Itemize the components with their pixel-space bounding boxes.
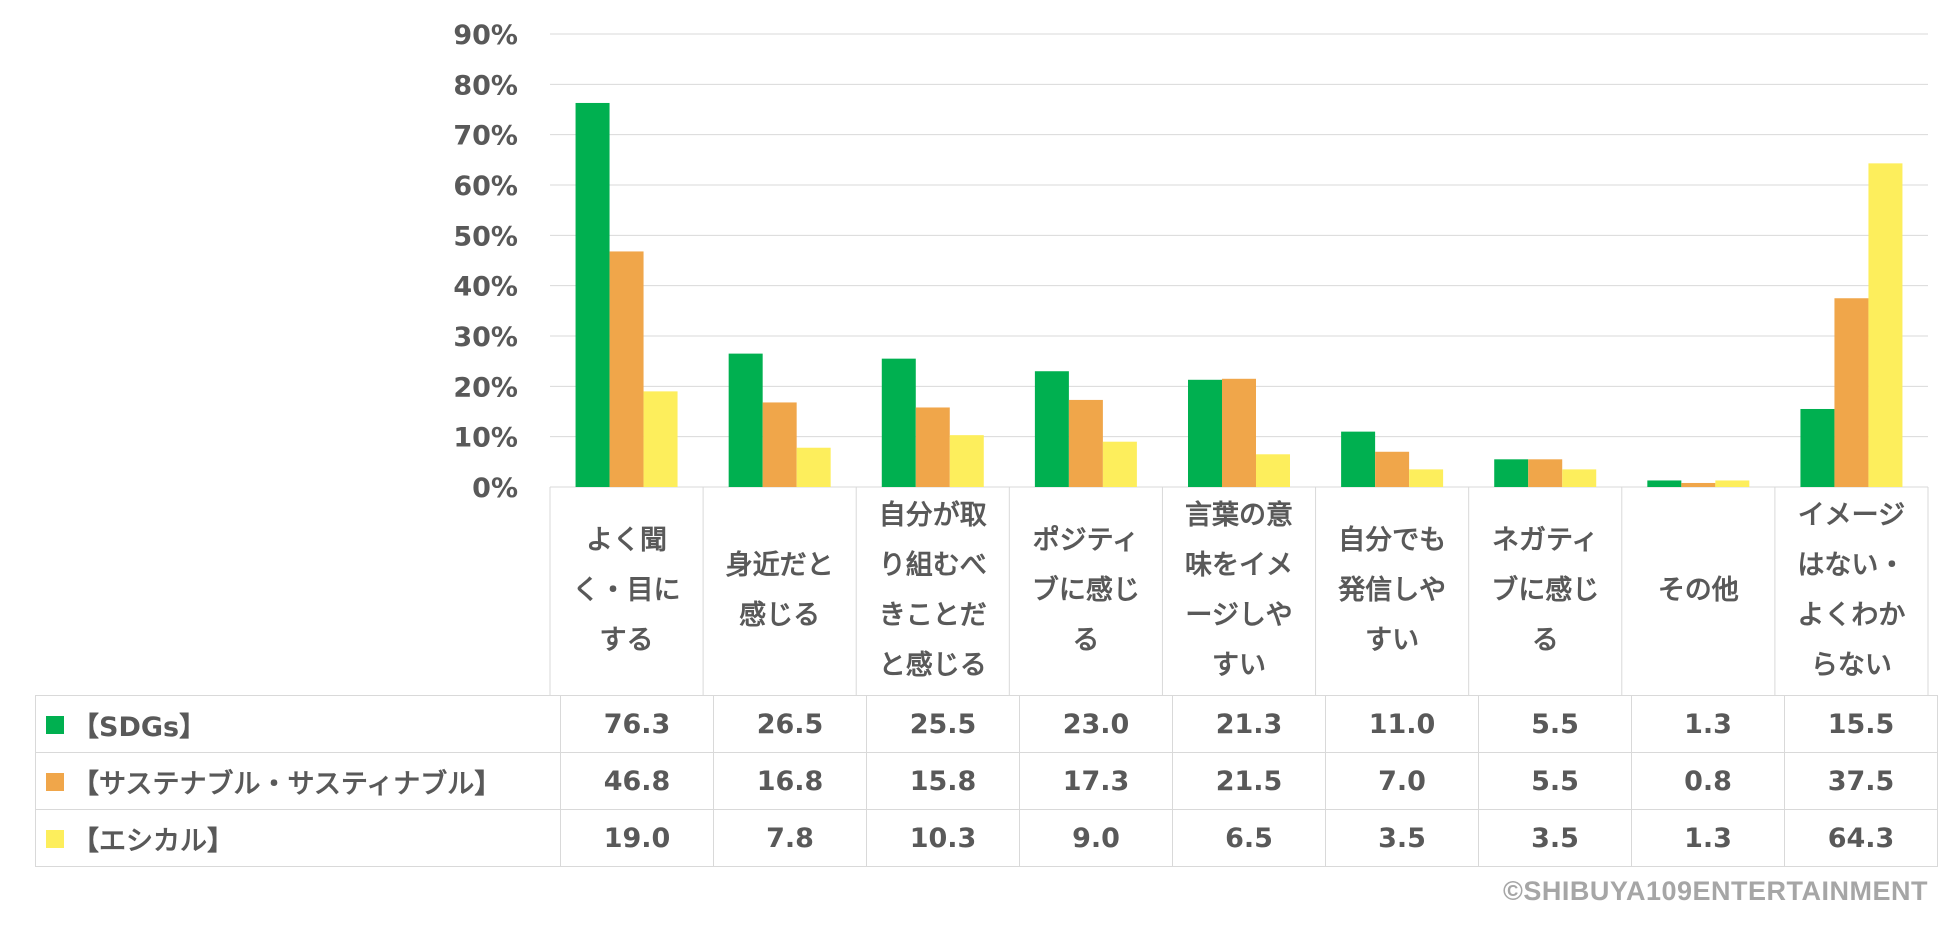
series-name: 【エシカル】 xyxy=(72,825,234,857)
table-row: 【エシカル】 19.0 7.8 10.3 9.0 6.5 3.5 3.5 1.3 64.3 xyxy=(35,809,1938,867)
table-cell: 9.0 xyxy=(1019,809,1173,867)
table-cell: 26.5 xyxy=(713,695,867,753)
table-cell: 0.8 xyxy=(1631,752,1785,810)
table-cell: 5.5 xyxy=(1478,752,1632,810)
bar-1-8 xyxy=(1647,480,1682,487)
category-label: 言葉の意味をイメージしやすい xyxy=(1184,500,1293,681)
bar-3-8 xyxy=(1715,480,1750,487)
bar-2-3 xyxy=(915,407,950,487)
table-cell: 76.3 xyxy=(560,695,714,753)
table-cell: 3.5 xyxy=(1325,809,1479,867)
bar-2-7 xyxy=(1528,459,1563,487)
category-label: イメージはない・よくわからない xyxy=(1797,500,1906,681)
table-cell: 46.8 xyxy=(560,752,714,810)
table-cell: 1.3 xyxy=(1631,695,1785,753)
category-label: 自分が取り組むべきことだと感じる xyxy=(878,500,987,681)
y-axis-ticks: 0% 10% 20% 30% 40% 50% 60% 70% 80% 90% xyxy=(453,20,518,504)
legend-entry: 【エシカル】 xyxy=(35,809,561,867)
bar-2-4 xyxy=(1068,399,1103,487)
bar-1-7 xyxy=(1494,459,1529,487)
bar-2-6 xyxy=(1375,451,1410,487)
bars xyxy=(575,102,1903,487)
table-cell: 37.5 xyxy=(1784,752,1938,810)
bar-1-6 xyxy=(1341,431,1376,487)
table-cell: 23.0 xyxy=(1019,695,1173,753)
series-name: 【SDGs】 xyxy=(72,711,207,743)
y-tick-label: 90% xyxy=(453,20,518,51)
bar-2-2 xyxy=(762,402,797,487)
category-label: 身近だと感じる xyxy=(725,550,834,631)
y-tick-label: 50% xyxy=(453,221,518,252)
legend-swatch xyxy=(46,829,64,848)
bar-3-4 xyxy=(1102,441,1137,487)
bar-2-9 xyxy=(1834,298,1869,487)
data-table: 【SDGs】 76.3 26.5 25.5 23.0 21.3 11.0 5.5 1.3 15.5… xyxy=(35,695,1938,867)
table-cell: 25.5 xyxy=(866,695,1020,753)
y-tick-label: 30% xyxy=(453,322,518,353)
table-cell: 21.3 xyxy=(1172,695,1326,753)
category-label: ポジティブに感じる xyxy=(1031,525,1140,656)
y-tick-label: 70% xyxy=(453,121,518,152)
y-tick-label: 40% xyxy=(453,272,518,303)
table-cell: 16.8 xyxy=(713,752,867,810)
y-tick-label: 60% xyxy=(453,171,518,202)
table-cell: 19.0 xyxy=(560,809,714,867)
table-cell: 17.3 xyxy=(1019,752,1173,810)
bar-3-9 xyxy=(1868,163,1903,487)
table-cell: 7.8 xyxy=(713,809,867,867)
copyright-credit: ©SHIBUYA109ENTERTAINMENT xyxy=(1503,876,1928,906)
bar-2-5 xyxy=(1222,378,1256,487)
category-dividers xyxy=(549,487,1929,695)
table-cell: 7.0 xyxy=(1325,752,1479,810)
y-tick-label: 0% xyxy=(472,473,518,504)
category-labels: よく聞く・目にする 身近だと感じる 自分が取り組むべきことだと感じる ポジティブに感じ… xyxy=(550,487,1928,695)
legend-swatch xyxy=(46,715,64,734)
bar-3-1 xyxy=(643,391,678,487)
table-cell: 10.3 xyxy=(866,809,1020,867)
category-label: その他 xyxy=(1657,575,1739,606)
table-row: 【サステナブル・サスティナブル】 46.8 16.8 15.8 17.3 21.5 7.0 5… xyxy=(35,752,1938,810)
y-tick-label: 20% xyxy=(453,372,518,403)
bar-1-1 xyxy=(575,102,610,487)
table-cell: 15.5 xyxy=(1784,695,1938,753)
bar-1-5 xyxy=(1188,379,1222,487)
table-cell: 5.5 xyxy=(1478,695,1632,753)
bar-3-7 xyxy=(1562,469,1597,487)
bar-3-6 xyxy=(1409,469,1444,487)
bar-1-9 xyxy=(1800,408,1835,487)
bar-1-3 xyxy=(881,358,916,487)
table-cell: 21.5 xyxy=(1172,752,1326,810)
legend-entry: 【SDGs】 xyxy=(35,695,561,753)
bar-3-2 xyxy=(796,447,831,487)
bar-3-3 xyxy=(949,435,984,487)
category-label: ネガティブに感じる xyxy=(1491,525,1600,656)
category-label: 自分でも発信しやすい xyxy=(1338,525,1447,656)
table-cell: 1.3 xyxy=(1631,809,1785,867)
table-cell: 15.8 xyxy=(866,752,1020,810)
table-cell: 6.5 xyxy=(1172,809,1326,867)
table-cell: 3.5 xyxy=(1478,809,1632,867)
bar-1-4 xyxy=(1034,371,1069,487)
bar-1-2 xyxy=(728,353,763,487)
series-name: 【サステナブル・サスティナブル】 xyxy=(72,768,502,800)
bar-2-8 xyxy=(1681,482,1716,487)
legend-entry: 【サステナブル・サスティナブル】 xyxy=(35,752,561,810)
bar-3-5 xyxy=(1256,454,1290,487)
category-label: よく聞く・目にする xyxy=(572,525,681,656)
y-tick-label: 10% xyxy=(453,423,518,454)
table-row: 【SDGs】 76.3 26.5 25.5 23.0 21.3 11.0 5.5 1.3 15.5 xyxy=(35,695,1938,753)
table-cell: 64.3 xyxy=(1784,809,1938,867)
bar-2-1 xyxy=(609,251,644,487)
table-cell: 11.0 xyxy=(1325,695,1479,753)
legend-swatch xyxy=(46,772,64,791)
y-tick-label: 80% xyxy=(453,70,518,101)
